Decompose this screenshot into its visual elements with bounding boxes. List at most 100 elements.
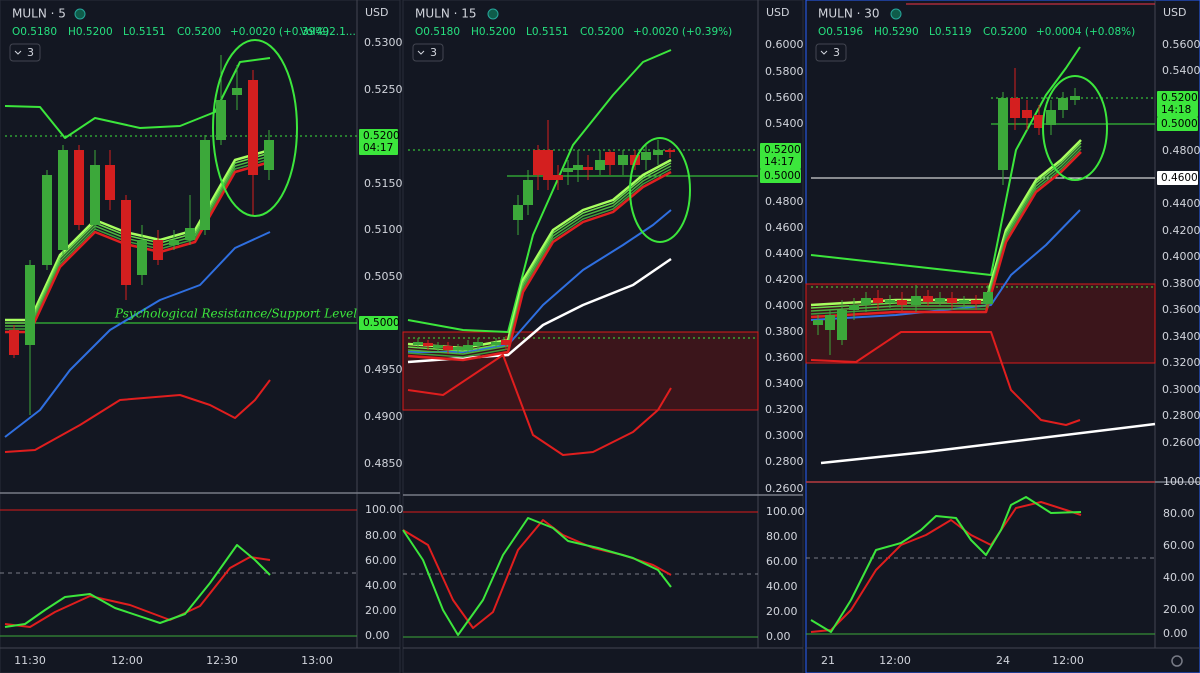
candle-body bbox=[200, 140, 210, 230]
price-tag-text: 0.5200 bbox=[764, 144, 801, 156]
panel-bg bbox=[0, 0, 401, 673]
candle-body bbox=[849, 305, 859, 310]
osc-label: 40.00 bbox=[1163, 571, 1195, 584]
price-tag bbox=[1157, 171, 1198, 185]
upper-band bbox=[810, 46, 1081, 276]
ema-ribbon bbox=[810, 142, 1082, 309]
osc-label: 80.00 bbox=[766, 530, 798, 543]
candle-body bbox=[573, 165, 583, 170]
candle-body bbox=[665, 150, 675, 152]
candle-body bbox=[153, 240, 163, 260]
candle-body bbox=[1022, 110, 1032, 118]
price-label: 0.3600 bbox=[765, 351, 804, 364]
candle-body bbox=[923, 296, 933, 302]
blue-average bbox=[408, 209, 672, 353]
price-label: 0.4850 bbox=[364, 457, 403, 470]
candle-body bbox=[74, 150, 84, 225]
candle-body bbox=[25, 265, 35, 345]
price-tag-text: 0.5000 bbox=[363, 317, 400, 329]
time-label: 13:00 bbox=[301, 654, 333, 667]
ohlc-value: H0.5200 bbox=[471, 26, 516, 38]
price-label: 0.4200 bbox=[765, 273, 804, 286]
lower-band bbox=[810, 331, 1081, 426]
osc-label: 20.00 bbox=[1163, 603, 1195, 616]
candle-body bbox=[861, 298, 871, 305]
ohlc-value: L0.5151 bbox=[123, 26, 166, 38]
candle-body bbox=[959, 300, 969, 303]
candle-body bbox=[873, 298, 883, 303]
ohlc-value: +0.0004 (+0.08%) bbox=[1036, 26, 1135, 38]
price-tag-text: 14:18 bbox=[1161, 104, 1191, 116]
candle-body bbox=[911, 296, 921, 305]
candle-body bbox=[897, 300, 907, 305]
price-label: 0.3200 bbox=[765, 403, 804, 416]
price-label: 0.2600 bbox=[765, 482, 804, 495]
price-label: 0.4000 bbox=[765, 299, 804, 312]
ohlc-value: L0.5119 bbox=[929, 26, 972, 38]
price-label: 0.4800 bbox=[1162, 144, 1200, 157]
ema-ribbon bbox=[810, 139, 1082, 307]
price-label: 0.5100 bbox=[364, 223, 403, 236]
price-tag-text: 0.5000 bbox=[1161, 118, 1198, 130]
price-tag bbox=[359, 316, 398, 330]
highlight-circle bbox=[212, 39, 298, 217]
price-label: 0.4900 bbox=[364, 410, 403, 423]
currency[interactable]: USD bbox=[766, 6, 790, 19]
candle-body bbox=[185, 228, 195, 240]
ema-ribbon bbox=[407, 165, 672, 355]
price-label: 0.2800 bbox=[765, 455, 804, 468]
currency[interactable]: USD bbox=[1163, 6, 1187, 19]
ohlc-value: C0.5200 bbox=[580, 26, 624, 38]
osc-label: 60.00 bbox=[365, 554, 397, 567]
ema-ribbon bbox=[810, 148, 1082, 315]
status-dot bbox=[74, 8, 86, 20]
candle-body bbox=[105, 165, 115, 200]
price-tag-text: 0.5200 bbox=[1161, 92, 1198, 104]
symbol: MULN · 15 bbox=[415, 7, 477, 21]
osc-line bbox=[402, 517, 672, 636]
currency[interactable]: USD bbox=[365, 6, 389, 19]
price-tag-text: 0.4600 bbox=[1161, 172, 1198, 184]
zone bbox=[402, 331, 759, 411]
candle-body bbox=[1058, 98, 1068, 110]
price-label: 0.3200 bbox=[1162, 356, 1200, 369]
indicator-toggle[interactable] bbox=[9, 43, 41, 62]
candle-body bbox=[463, 345, 473, 350]
candle-body bbox=[169, 240, 179, 245]
candle-body bbox=[947, 298, 957, 303]
ohlc-value: H0.5200 bbox=[68, 26, 113, 38]
time-label: 12:00 bbox=[1052, 654, 1084, 667]
osc-line bbox=[810, 496, 1082, 633]
settings-icon[interactable] bbox=[1171, 655, 1183, 667]
price-label: 0.4600 bbox=[765, 221, 804, 234]
candle-body bbox=[971, 300, 981, 304]
ohlc-value: C0.5200 bbox=[177, 26, 221, 38]
indicator-toggle[interactable] bbox=[815, 43, 847, 62]
price-label: 0.5250 bbox=[364, 83, 403, 96]
upper-band bbox=[407, 49, 672, 333]
candle-body bbox=[248, 80, 258, 175]
ohlc-value: O0.5180 bbox=[415, 26, 460, 38]
blue-average bbox=[810, 209, 1081, 321]
price-label: 0.5400 bbox=[1162, 64, 1200, 77]
blue-average bbox=[4, 231, 271, 438]
osc-label: 20.00 bbox=[365, 604, 397, 617]
osc-label: 100.00 bbox=[766, 505, 805, 518]
candle-body bbox=[264, 140, 274, 170]
candle-body bbox=[1010, 98, 1020, 118]
ema-ribbon bbox=[810, 145, 1082, 312]
candle-body bbox=[1070, 96, 1080, 100]
symbol: MULN · 30 bbox=[818, 7, 880, 21]
price-label: 0.5800 bbox=[765, 65, 804, 78]
price-tag-text: 0.5200 bbox=[363, 130, 400, 142]
candle-body bbox=[641, 152, 651, 160]
ohlc-value: Vol492.1... bbox=[300, 26, 356, 38]
price-label: 0.3600 bbox=[1162, 303, 1200, 316]
candle-body bbox=[413, 342, 423, 345]
price-label: 0.5300 bbox=[364, 36, 403, 49]
indicator-toggle[interactable] bbox=[412, 43, 444, 62]
candle-body bbox=[563, 168, 573, 172]
price-label: 0.2800 bbox=[1162, 409, 1200, 422]
price-label: 0.3000 bbox=[1162, 383, 1200, 396]
